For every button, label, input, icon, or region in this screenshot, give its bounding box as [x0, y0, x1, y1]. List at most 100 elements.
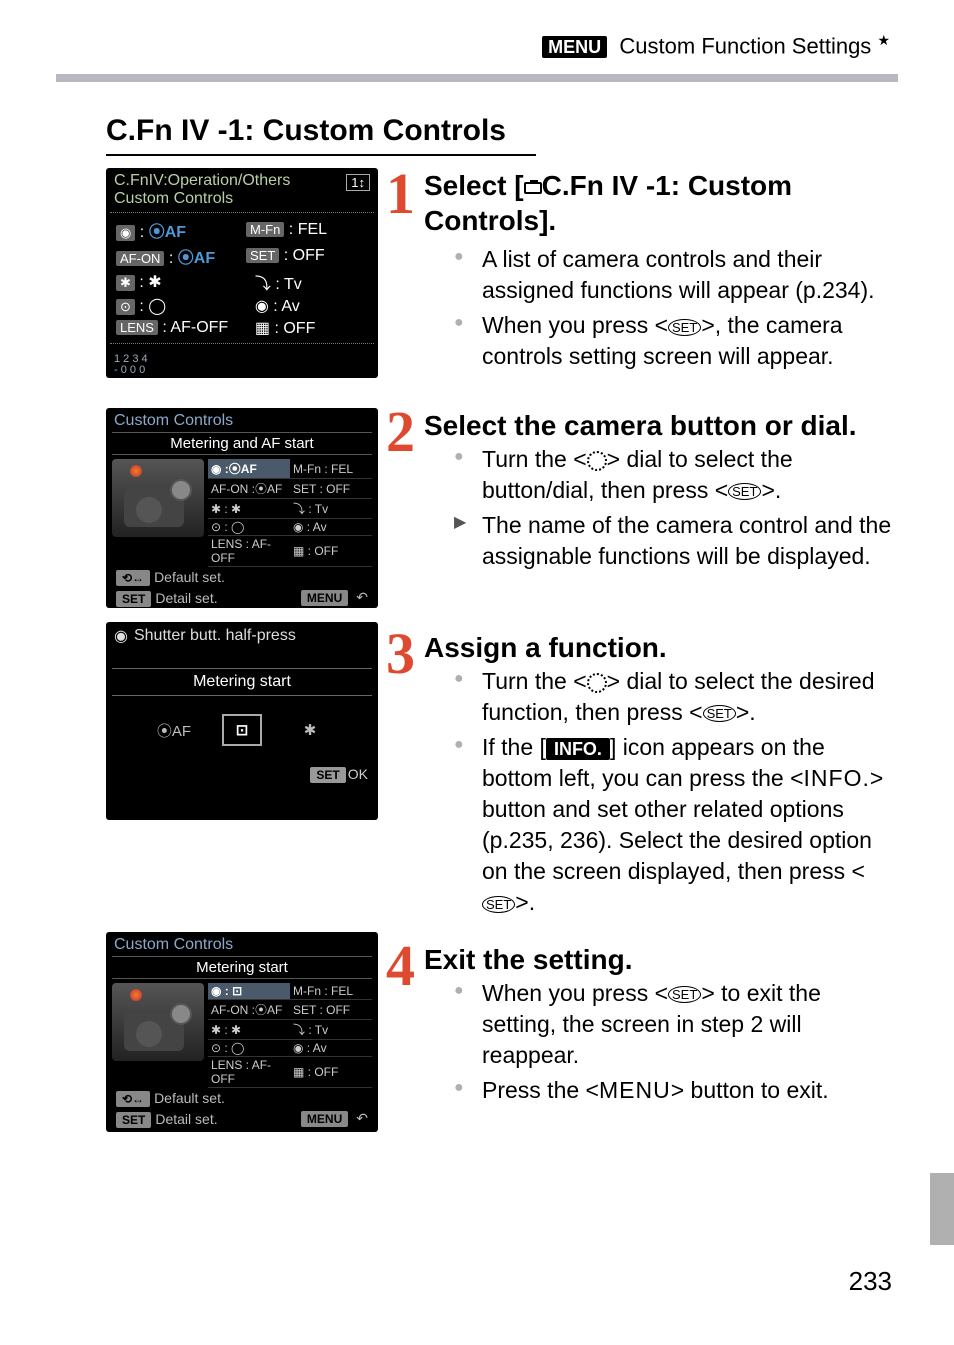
star-icon: ★ — [877, 32, 890, 48]
cam3-ok: SETOK — [106, 766, 378, 786]
section-title: C.Fn IV -1: Custom Controls — [106, 114, 506, 148]
grid-cell: LENS : AF-OFF — [208, 1057, 290, 1087]
bullet-item: If the [INFO.] icon appears on the botto… — [454, 732, 892, 918]
set-icon: SET — [482, 896, 515, 913]
cam4-title: Custom Controls — [106, 932, 378, 954]
cam2-title: Custom Controls — [106, 408, 378, 430]
row-val: Av — [281, 298, 299, 315]
cam2-footer: ⟲↔Default set. — [106, 567, 378, 589]
cam1-row: ✱ : ✱ ⤵ : Tv — [106, 269, 378, 295]
grid-cell: ⤵ : Tv — [290, 1020, 372, 1039]
step-3-number: 3 — [386, 620, 415, 687]
cam3-mid: Metering start — [112, 668, 372, 696]
page-number: 233 — [849, 1266, 892, 1297]
bullet-item: Turn the <> dial to select the button/di… — [454, 444, 892, 506]
grid-cell: SET : OFF — [290, 479, 372, 498]
bullet-item: The name of the camera control and the a… — [454, 510, 892, 572]
cam1-title1: C.FnIV:Operation/Others — [114, 172, 290, 189]
grid-cell: ◉ :⦿AF — [208, 459, 290, 478]
set-badge: SET — [116, 591, 151, 607]
menu-text: MENU — [599, 1077, 671, 1103]
header-text: MENU Custom Function Settings ★ — [542, 32, 890, 59]
grid-cell: ⤵ : Tv — [290, 499, 372, 518]
step-3-bullets: Turn the <> dial to select the desired f… — [454, 666, 892, 922]
shutter-icon: ◉ — [114, 626, 128, 646]
cam3-header-text: Shutter butt. half-press — [134, 627, 296, 645]
grid-cell: ◉ : ⊡ — [208, 983, 290, 999]
camera-glyph-icon — [524, 182, 542, 194]
grid-cell: ▦ : OFF — [290, 1057, 372, 1087]
cam1-header: C.FnIV:Operation/Others 1↕ Custom Contro… — [106, 168, 378, 208]
cam4-footer: ⟲↔Default set. — [106, 1088, 378, 1110]
cam1-row: ◉ : ⦿AF M-Fn : FEL — [106, 217, 378, 243]
cam1-footer-nums: 1 2 3 4 - 0 0 0 — [114, 354, 148, 376]
dial-icon — [587, 451, 607, 471]
step-4-title: Exit the setting. — [424, 942, 892, 977]
row-val: ⦿AF — [149, 224, 186, 241]
default-label: Default set. — [154, 1090, 225, 1106]
grid-cell: ◉ : Av — [290, 1040, 372, 1056]
choice-item[interactable]: ✱ — [290, 714, 330, 746]
choice-item[interactable]: ⊡ — [222, 714, 262, 746]
cam1-title2: Custom Controls — [114, 190, 233, 207]
step-4-number: 4 — [386, 932, 415, 999]
menu-badge: MENU — [301, 590, 348, 606]
grid-cell: ⊙ : ◯ — [208, 519, 290, 535]
grid-cell: ▦ : OFF — [290, 536, 372, 566]
row-badge: ⤵ — [255, 276, 271, 293]
ok-text: OK — [348, 766, 368, 782]
camera-screen-3: ◉ Shutter butt. half-press Metering star… — [106, 622, 378, 820]
camera-illustration — [112, 983, 204, 1061]
cam1-row: ⊙ : ◯ ◉ : Av — [106, 295, 378, 317]
row-badge: ◉ — [116, 225, 135, 241]
row-val: OFF — [283, 320, 315, 337]
cam2-body: ◉ :⦿AFM-Fn : FEL AF-ON :⦿AFSET : OFF ✱ :… — [106, 459, 378, 567]
bullet-item: Turn the <> dial to select the desired f… — [454, 666, 892, 728]
row-badge: ⊙ — [116, 299, 135, 315]
cam4-subtitle: Metering start — [112, 956, 372, 979]
bullet-item: Press the <MENU> button to exit. — [454, 1075, 892, 1106]
page-header: MENU Custom Function Settings ★ — [0, 32, 954, 62]
camera-illustration — [112, 459, 204, 537]
row-val: ⦿AF — [178, 250, 215, 267]
row-val: FEL — [298, 221, 327, 238]
cam1-row: LENS : AF-OFF ▦ : OFF — [106, 317, 378, 339]
step-1-number: 1 — [386, 160, 415, 227]
row-val: Tv — [284, 276, 302, 293]
cam2-footer2: SETDetail set. MENU↶ — [106, 589, 378, 610]
grid-cell: ⊙ : ◯ — [208, 1040, 290, 1056]
step-2-title: Select the camera button or dial. — [424, 408, 922, 443]
camera-screen-2: Custom Controls Metering and AF start ◉ … — [106, 408, 378, 608]
row-val: OFF — [293, 247, 325, 264]
camera-screen-4: Custom Controls Metering start ◉ : ⊡M-Fn… — [106, 932, 378, 1132]
row-badge: ◉ — [255, 298, 269, 315]
set-badge: SET — [116, 1112, 151, 1128]
row-badge: LENS — [116, 320, 158, 335]
step-2-bullets: Turn the <> dial to select the button/di… — [454, 444, 892, 576]
detail-label: Detail set. — [155, 590, 217, 606]
set-icon: SET — [703, 705, 736, 722]
grid-cell: ✱ : ✱ — [208, 499, 290, 518]
cam3-header: ◉ Shutter butt. half-press — [106, 622, 378, 650]
section-underline — [106, 154, 536, 156]
bullet-item: A list of camera controls and their assi… — [454, 244, 892, 306]
side-tab — [930, 1173, 954, 1245]
step-4-bullets: When you press <SET> to exit the setting… — [454, 978, 892, 1110]
grid-cell: SET : OFF — [290, 1000, 372, 1019]
detail-label: Detail set. — [155, 1111, 217, 1127]
bullet-item: When you press <SET> to exit the setting… — [454, 978, 892, 1071]
cam1-page-indicator: 1↕ — [346, 174, 370, 191]
grid-cell: ◉ : Av — [290, 519, 372, 535]
grid-cell: AF-ON :⦿AF — [208, 479, 290, 498]
cam1-rows: ◉ : ⦿AF M-Fn : FEL AF-ON : ⦿AF SET : OFF… — [106, 217, 378, 339]
row-val: ✱ — [148, 274, 161, 291]
reset-icon: ⟲↔ — [116, 570, 150, 586]
divider — [110, 343, 374, 344]
reset-icon: ⟲↔ — [116, 1091, 150, 1107]
row-badge: ✱ — [116, 275, 135, 291]
grid-cell: M-Fn : FEL — [290, 983, 372, 999]
menu-badge: MENU — [301, 1111, 348, 1127]
choice-item[interactable]: ⦿AF — [154, 714, 194, 746]
row-val: AF-OFF — [170, 319, 228, 336]
cam3-choices: ⦿AF ⊡ ✱ — [106, 710, 378, 766]
